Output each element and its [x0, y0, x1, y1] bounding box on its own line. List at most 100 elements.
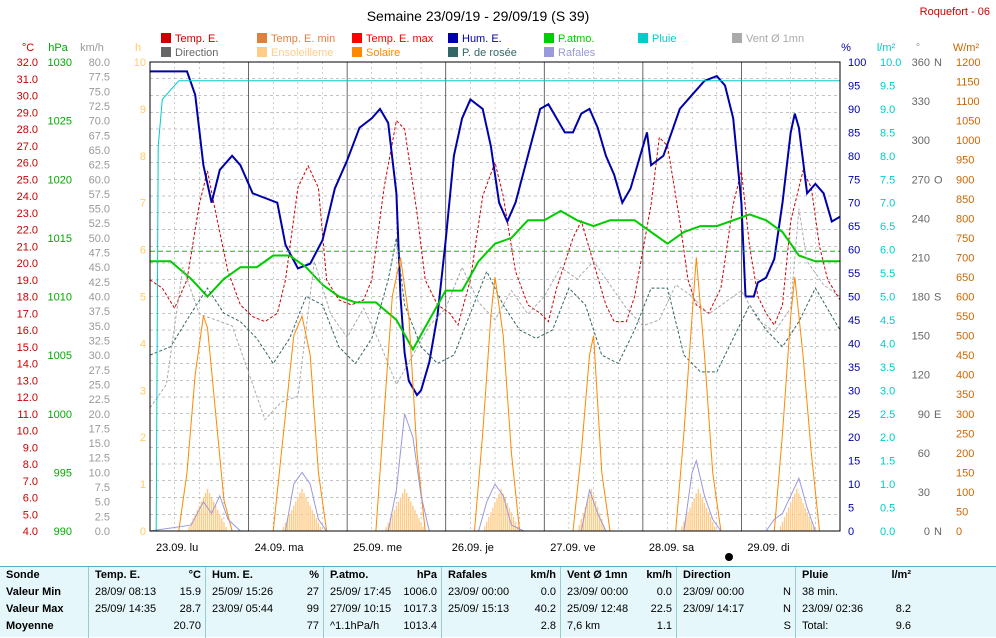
stats-row-label: 25/09/ 17:45: [330, 586, 392, 598]
sunshine-bar: [796, 488, 798, 531]
stats-col-header: Rafales km/h: [448, 567, 560, 584]
sunshine-bar: [787, 507, 790, 531]
grid: [149, 62, 841, 531]
series-hum-e-: [150, 70, 841, 397]
wind-tick-label: 17.5: [89, 423, 110, 435]
stats-row-value: 40.2: [534, 603, 556, 615]
stats-col-header: Temp. E. °C: [95, 567, 205, 584]
stats-row: Total: 9.6: [802, 618, 915, 635]
sunshine-bar: [192, 518, 194, 531]
stats-panel: Sonde Valeur Min Valeur Max Moyenne Temp…: [0, 566, 996, 638]
unit-lm2: l/m²: [877, 42, 896, 54]
sunshine-bar: [422, 526, 424, 531]
temp-tick-label: 32.0: [17, 57, 38, 69]
humidity-tick-label: 45: [848, 315, 860, 327]
sunshine-bar: [208, 493, 211, 531]
direction-cardinal-label: S: [934, 292, 941, 304]
stats-col-header: Direction: [683, 569, 731, 581]
sunshine-bar: [397, 501, 400, 531]
sunshine-bar: [215, 505, 217, 531]
solar-tick-label: 1050: [956, 116, 980, 128]
solar-tick-label: 200: [956, 448, 974, 460]
sunshine-bar: [315, 518, 318, 531]
wind-tick-label: 70.0: [89, 116, 110, 128]
solar-tick-label: 150: [956, 467, 974, 479]
x-tick-label: 26.09. je: [452, 542, 494, 554]
sunshine-bar: [697, 488, 700, 531]
sunshine-bar: [282, 526, 285, 531]
series-p-atmo-: [150, 209, 840, 352]
stats-col-header: Pluie l/m²: [802, 567, 915, 584]
wind-tick-label: 67.5: [89, 130, 110, 142]
wind-tick-label: 10.0: [89, 467, 110, 479]
solar-tick-label: 1200: [956, 57, 980, 69]
rain-tick-label: 6.0: [880, 245, 895, 257]
stats-row: 23/09/ 05:44 99: [212, 601, 323, 618]
legend-swatch: [638, 33, 648, 43]
pressure-tick-label: 1010: [48, 292, 72, 304]
x-tick-label: 25.09. me: [353, 542, 402, 554]
sunshine-bar: [506, 502, 509, 531]
pressure-tick-label: 1025: [48, 116, 72, 128]
solar-tick-label: 850: [956, 194, 974, 206]
temp-tick-label: 10.0: [17, 426, 38, 438]
stats-row-value: 22.5: [650, 603, 672, 615]
rain-tick-label: 3.0: [880, 385, 895, 397]
plot-frame: [149, 61, 841, 532]
axes-group: 4.05.06.07.08.09.010.011.012.013.014.015…: [17, 57, 981, 538]
wind-tick-label: 42.5: [89, 277, 110, 289]
sunshine-bar: [580, 518, 582, 531]
direction-tick-label: 270: [912, 174, 930, 186]
solar-tick-label: 1000: [956, 135, 980, 147]
rain-tick-label: 10.0: [880, 57, 901, 69]
sunshine-bar: [514, 521, 517, 531]
solar-tick-label: 0: [956, 526, 962, 538]
stats-col-unit: %: [309, 569, 319, 581]
humidity-tick-label: 50: [848, 292, 860, 304]
stats-col-rafales: Rafales km/h 23/09/ 00:00 0.0 25/09/ 15:13 40…: [441, 567, 560, 638]
wind-tick-label: 40.0: [89, 292, 110, 304]
direction-tick-label: 240: [912, 213, 930, 225]
sunshine-bar: [683, 521, 685, 531]
stats-row: 25/09/ 14:35 28.7: [95, 601, 205, 618]
sunshine-bar: [590, 488, 593, 531]
legend-swatch: [448, 47, 458, 57]
temp-tick-label: 20.0: [17, 258, 38, 270]
sunshine-bar: [313, 514, 315, 531]
legend-swatch: [544, 47, 554, 57]
wind-tick-label: 0.0: [95, 526, 110, 538]
sunshine-bar: [792, 498, 794, 531]
stats-row-value: 15.9: [179, 586, 201, 598]
humidity-tick-label: 25: [848, 409, 860, 421]
sunshine-bar: [586, 500, 589, 531]
sunshine-bar: [200, 501, 203, 531]
sun-tick-label: 1: [140, 479, 146, 491]
humidity-tick-label: 35: [848, 362, 860, 374]
sunshine-bar: [781, 521, 784, 531]
sunshine-bar: [711, 521, 714, 531]
rain-tick-label: 9.0: [880, 104, 895, 116]
solar-tick-label: 1150: [956, 77, 980, 89]
legend-label: P.atmo.: [558, 33, 595, 45]
stats-row: 25/09/ 12:48 22.5: [567, 601, 676, 618]
rain-tick-label: 1.0: [880, 479, 895, 491]
sunshine-bar: [492, 507, 494, 531]
sun-tick-label: 4: [140, 338, 146, 350]
temp-tick-label: 24.0: [17, 191, 38, 203]
temp-tick-label: 11.0: [17, 409, 38, 421]
stats-row: 23/09/ 14:17 N: [683, 601, 795, 618]
sunshine-bar: [703, 502, 706, 531]
legend-swatch: [732, 33, 742, 43]
sunshine-bar: [693, 498, 695, 531]
stats-col-header: Vent Ø 1mn km/h: [567, 567, 676, 584]
sunshine-bar: [496, 498, 498, 531]
stats-row: 27/09/ 10:15 1017.3: [330, 601, 441, 618]
legend-label: P. de rosée: [462, 47, 517, 59]
sunshine-bar: [510, 512, 513, 531]
legend-swatch: [257, 47, 267, 57]
x-axis-labels: 23.09. lu 24.09. ma 25.09. me 26.09. je 27.0…: [156, 542, 790, 554]
stats-row-label: 7,6 km: [567, 620, 601, 632]
sunshine-bars: [188, 488, 815, 531]
sunshine-bar: [412, 505, 414, 531]
solar-tick-label: 450: [956, 350, 974, 362]
